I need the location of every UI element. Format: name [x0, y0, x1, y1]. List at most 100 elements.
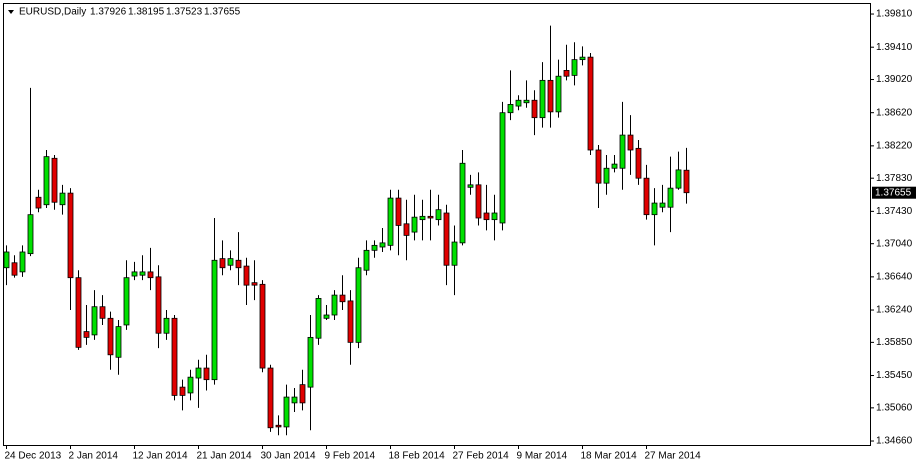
y-tick-label: 1.39810: [876, 9, 913, 20]
ohlc-high: 1.38195: [128, 7, 165, 18]
candle-body: [219, 258, 226, 269]
candle-body: [571, 59, 578, 76]
x-tick-label: 30 Jan 2014: [261, 451, 316, 462]
candle-body: [595, 149, 602, 184]
candle-body: [435, 209, 442, 221]
chart-title: EURUSD,Daily: [19, 7, 86, 18]
y-tick-label: 1.37430: [876, 206, 913, 217]
candle-body: [235, 259, 242, 269]
candle-body: [411, 216, 418, 233]
candle-body: [619, 134, 626, 169]
y-tick-label: 1.39410: [876, 42, 913, 53]
candle-body: [387, 197, 394, 246]
y-tick-label: 1.35060: [876, 402, 913, 413]
x-tick-label: 27 Mar 2014: [645, 451, 702, 462]
candle-body: [123, 277, 130, 326]
candle-body: [627, 134, 634, 151]
candle-body: [371, 244, 378, 251]
candle-body: [331, 294, 338, 316]
x-tick-label: 24 Dec 2013: [5, 451, 62, 462]
candle-body: [539, 79, 546, 119]
candle-body: [683, 169, 690, 194]
candle-body: [635, 147, 642, 179]
candle-body: [579, 56, 586, 61]
candle-body: [443, 212, 450, 266]
candle-body: [203, 367, 210, 381]
candle-body: [67, 192, 74, 279]
candle-body: [107, 317, 114, 356]
candle-body: [139, 271, 146, 276]
candle-body: [563, 70, 570, 77]
candle-body: [659, 202, 666, 208]
candle-body: [155, 276, 162, 334]
y-tick-label: 1.38620: [876, 107, 913, 118]
x-tick-label: 18 Feb 2014: [389, 451, 446, 462]
candle-body: [467, 184, 474, 188]
candle-body: [195, 367, 202, 379]
candle-body: [491, 212, 498, 221]
candle-body: [51, 157, 58, 203]
candle-body: [27, 214, 34, 255]
candle-body: [315, 298, 322, 339]
candle-body: [251, 282, 258, 286]
x-tick-label: 12 Jan 2014: [133, 451, 188, 462]
candle-body: [179, 386, 186, 396]
candle-body: [363, 249, 370, 271]
ohlc-low: 1.37523: [166, 7, 203, 18]
x-tick-label: 27 Feb 2014: [453, 451, 510, 462]
candle-body: [675, 169, 682, 189]
candle-body: [459, 162, 466, 244]
x-tick-label: 9 Mar 2014: [517, 451, 568, 462]
candle-body: [355, 267, 362, 343]
candle-body: [83, 331, 90, 338]
x-tick-label: 21 Jan 2014: [197, 451, 252, 462]
candle-body: [163, 317, 170, 334]
x-tick-label: 18 Mar 2014: [581, 451, 638, 462]
candle-body: [291, 396, 298, 404]
candle-body: [451, 241, 458, 266]
candle-body: [131, 271, 138, 277]
candle-body: [667, 187, 674, 208]
candle-body: [267, 367, 274, 429]
candle-body: [3, 251, 10, 269]
candle-body: [651, 202, 658, 216]
candle-body: [115, 326, 122, 358]
candle-body: [403, 223, 410, 236]
candle-body: [507, 104, 514, 114]
y-tick-label: 1.37040: [876, 238, 913, 249]
candle-body: [347, 300, 354, 343]
price-marker: [872, 186, 916, 199]
price-marker-label: 1.37655: [875, 187, 912, 198]
candle-body: [555, 75, 562, 113]
y-tick-label: 1.34660: [876, 436, 913, 447]
candle-body: [11, 262, 18, 276]
candle-body: [499, 112, 506, 224]
candle-body: [603, 167, 610, 184]
candle-body: [19, 251, 26, 273]
candle-body: [283, 396, 290, 428]
candle-body: [227, 258, 234, 266]
candle-body: [475, 184, 482, 219]
candle-body: [515, 99, 522, 107]
candle-body: [299, 384, 306, 404]
candle-body: [523, 99, 530, 104]
candle-body: [275, 424, 282, 428]
candle-body: [99, 306, 106, 319]
y-tick-label: 1.35850: [876, 337, 913, 348]
candle-body: [243, 265, 250, 286]
candle-body: [307, 336, 314, 388]
x-tick-label: 2 Jan 2014: [69, 451, 119, 462]
candle-body: [379, 242, 386, 248]
candle-body: [419, 215, 426, 221]
candle-body: [427, 215, 434, 219]
ohlc-close: 1.37655: [204, 7, 241, 18]
ohlc-open: 1.37926: [90, 7, 127, 18]
candle-body: [171, 317, 178, 396]
candle-body: [35, 196, 42, 209]
plot-frame: [3, 3, 871, 446]
candle-body: [75, 277, 82, 348]
candle-body: [59, 192, 66, 206]
candle-body: [339, 294, 346, 303]
